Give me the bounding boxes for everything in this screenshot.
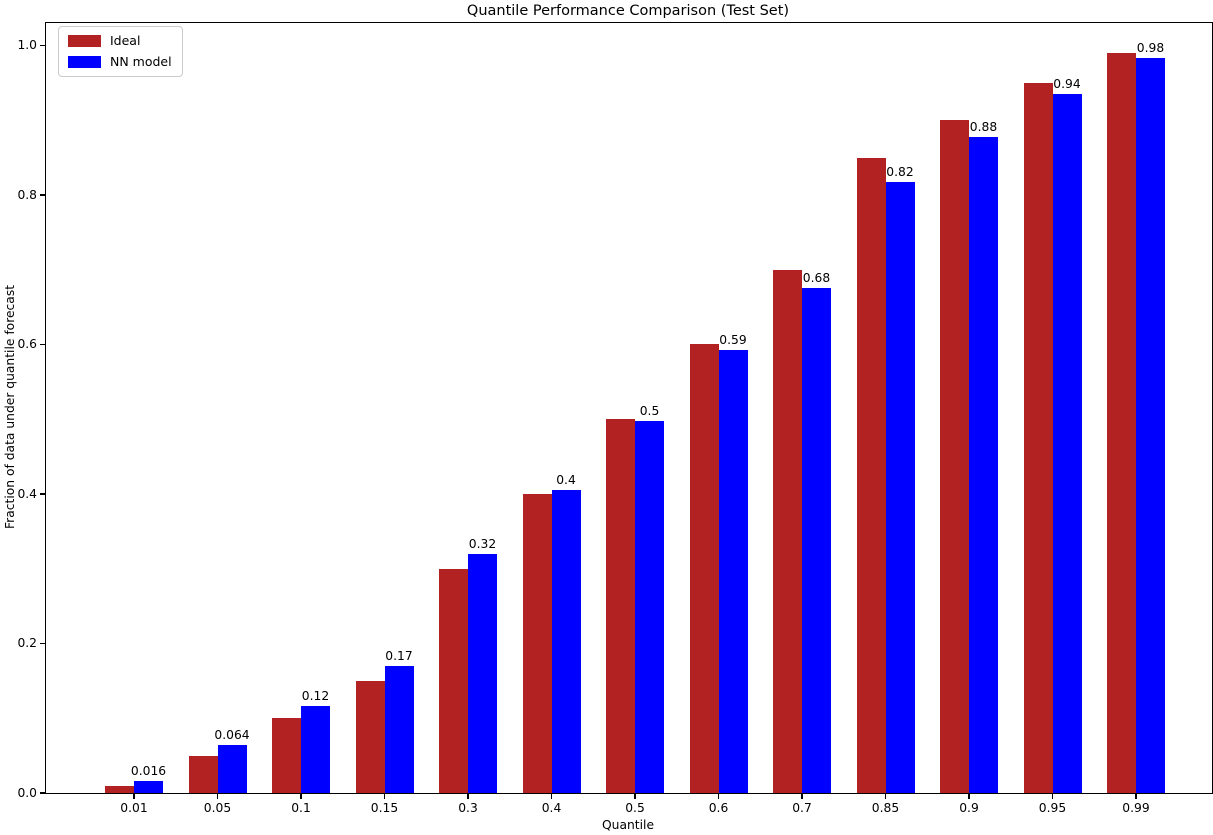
bar-value-label: 0.98 bbox=[1136, 41, 1165, 56]
bar-nn-0.01 bbox=[134, 781, 163, 793]
bar-ideal-0.4 bbox=[522, 493, 552, 793]
x-tick-mark bbox=[133, 794, 135, 799]
x-tick-mark bbox=[467, 794, 469, 799]
y-tick-label: 0.2 bbox=[17, 636, 37, 651]
bar-nn-0.99 bbox=[1136, 58, 1165, 793]
y-tick-label: 0.0 bbox=[17, 786, 37, 800]
legend-label: NN model bbox=[110, 54, 172, 69]
bar-nn-0.7 bbox=[802, 288, 831, 793]
x-tick-mark bbox=[300, 794, 302, 799]
bar-ideal-0.3 bbox=[439, 568, 468, 793]
bar-value-label: 0.94 bbox=[1053, 77, 1081, 92]
bar-nn-0.05 bbox=[217, 745, 247, 793]
x-tick-label: 0.9 bbox=[959, 801, 979, 815]
bar-ideal-0.95 bbox=[1023, 82, 1053, 793]
bar-ideal-0.9 bbox=[940, 120, 969, 793]
bar-value-label: 0.17 bbox=[385, 648, 413, 663]
legend-label: Ideal bbox=[110, 33, 141, 48]
bar-value-label: 0.12 bbox=[301, 688, 330, 703]
x-tick-label: 0.99 bbox=[1122, 801, 1150, 815]
y-tick-mark bbox=[39, 642, 45, 645]
y-axis-label: Fraction of data under quantile forecast bbox=[3, 284, 17, 530]
bar-value-label: 0.016 bbox=[130, 764, 167, 779]
bar-nn-0.15 bbox=[384, 665, 414, 793]
bar-ideal-0.99 bbox=[1107, 52, 1136, 793]
x-tick-mark bbox=[717, 794, 720, 799]
x-tick-label: 0.85 bbox=[871, 801, 900, 815]
y-tick-mark bbox=[39, 493, 45, 495]
x-tick-label: 0.6 bbox=[708, 801, 729, 815]
x-tick-mark bbox=[216, 794, 219, 799]
x-tick-label: 0.4 bbox=[541, 801, 562, 815]
y-tick-mark bbox=[39, 44, 45, 46]
x-tick-label: 0.3 bbox=[458, 801, 478, 815]
legend-swatch bbox=[68, 35, 101, 47]
bar-value-label: 0.68 bbox=[802, 271, 831, 286]
x-tick-mark bbox=[1051, 794, 1054, 799]
x-tick-mark bbox=[550, 794, 553, 799]
y-tick-mark bbox=[39, 792, 45, 794]
x-tick-label: 0.5 bbox=[625, 801, 645, 815]
x-tick-label: 0.7 bbox=[792, 801, 812, 815]
bar-nn-0.5 bbox=[635, 421, 664, 793]
x-tick-label: 0.95 bbox=[1038, 801, 1067, 815]
x-tick-label: 0.01 bbox=[120, 801, 148, 815]
bar-value-label: 0.59 bbox=[719, 333, 747, 348]
legend-item-nn-model: NN model bbox=[68, 55, 172, 69]
y-tick-label: 0.8 bbox=[17, 187, 37, 202]
x-tick-mark bbox=[383, 794, 386, 799]
x-tick-mark bbox=[801, 794, 803, 799]
bar-ideal-0.85 bbox=[856, 157, 886, 793]
legend-swatch bbox=[68, 56, 101, 68]
bar-ideal-0.05 bbox=[188, 755, 218, 793]
legend-item-ideal: Ideal bbox=[68, 34, 172, 48]
chart-title: Quantile Performance Comparison (Test Se… bbox=[466, 3, 790, 19]
y-tick-label: 0.6 bbox=[17, 337, 37, 352]
x-tick-label: 0.1 bbox=[291, 801, 311, 815]
bar-nn-0.3 bbox=[468, 553, 497, 793]
plot-area: Ideal NN model 0.0 0.2 0.4 0.6 0.8 1.0 0.016 0.0… bbox=[17, 22, 1213, 815]
bar-ideal-0.15 bbox=[355, 680, 385, 793]
bar-ideal-0.1 bbox=[272, 718, 301, 793]
bar-ideal-0.6 bbox=[689, 344, 719, 793]
x-tick-label: 0.15 bbox=[370, 801, 399, 815]
bar-nn-0.1 bbox=[301, 705, 330, 793]
x-tick-mark bbox=[1135, 794, 1137, 799]
x-tick-label: 0.05 bbox=[203, 801, 232, 815]
y-tick-label: 0.4 bbox=[17, 486, 37, 501]
bar-value-label: 0.064 bbox=[214, 728, 250, 743]
bar-ideal-0.7 bbox=[773, 269, 802, 793]
bar-nn-0.85 bbox=[885, 181, 915, 793]
bar-nn-0.6 bbox=[718, 350, 748, 793]
x-tick-mark bbox=[634, 794, 636, 799]
x-axis-label: Quantile bbox=[601, 818, 655, 832]
bar-value-label: 0.5 bbox=[639, 404, 660, 419]
bar-value-label: 0.4 bbox=[556, 473, 576, 488]
y-tick-mark bbox=[39, 343, 45, 346]
bar-ideal-0.5 bbox=[606, 419, 635, 793]
bar-ideal-0.01 bbox=[105, 785, 134, 793]
x-tick-mark bbox=[884, 794, 887, 799]
bar-nn-0.4 bbox=[551, 490, 581, 793]
bar-nn-0.95 bbox=[1052, 94, 1082, 793]
x-tick-mark bbox=[968, 794, 970, 799]
bar-value-label: 0.82 bbox=[886, 164, 914, 179]
y-tick-label: 1.0 bbox=[17, 38, 37, 53]
bar-value-label: 0.32 bbox=[468, 536, 497, 551]
bar-nn-0.9 bbox=[969, 136, 998, 793]
legend: Ideal NN model bbox=[58, 26, 183, 77]
y-tick-mark bbox=[39, 194, 45, 196]
bar-value-label: 0.88 bbox=[969, 119, 998, 134]
